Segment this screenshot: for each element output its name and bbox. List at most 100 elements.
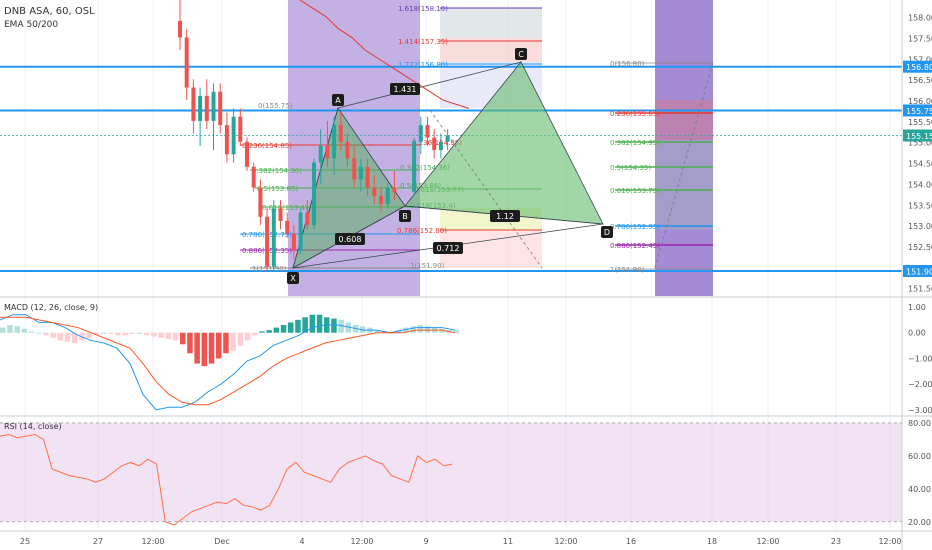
macd-histogram-bar	[223, 332, 229, 354]
macd-histogram-bar	[115, 332, 121, 336]
time-tick-label: 9	[423, 537, 428, 546]
candle-body	[258, 187, 263, 217]
macd-histogram-bar	[439, 328, 445, 333]
time-tick-label: 23	[831, 537, 841, 546]
harmonic-ratio-badge	[490, 210, 520, 222]
candle-body	[325, 145, 330, 159]
candle-body	[198, 95, 203, 121]
price-tick-label: 157.50	[908, 35, 932, 44]
harmonic-ratio-badge	[433, 242, 463, 254]
fib-mid-label: 0(155.75)	[258, 102, 293, 110]
fib-ext-label: 1.414(157.35)	[398, 38, 448, 46]
candle-body	[211, 91, 216, 121]
macd-histogram-bar	[50, 332, 56, 338]
macd-signal-line	[0, 316, 456, 406]
candle-body	[445, 135, 450, 142]
macd-histogram-bar	[230, 332, 236, 351]
price-tick-label: 158.00	[908, 14, 932, 23]
candle-body	[298, 212, 303, 251]
price-tick-label: 155.00	[908, 139, 932, 148]
last-price-label: 155.15	[906, 132, 932, 141]
fib-left-label: 0.5(153.85)	[257, 185, 298, 193]
candle-body	[291, 233, 296, 251]
harmonic-point-label: B	[402, 212, 408, 221]
indicator-title: EMA 50/200	[4, 20, 58, 30]
candle-body	[312, 162, 316, 226]
harmonic-point-badge	[332, 94, 344, 106]
time-tick-label: 12:00	[554, 537, 577, 546]
macd-histogram-bar	[417, 325, 424, 333]
macd-histogram-bar	[453, 330, 460, 333]
macd-tick-label: −3.00	[908, 406, 932, 415]
key-level-price-tag	[903, 264, 932, 277]
candle-body	[271, 208, 276, 267]
fib-ext-label: 1.618(158.10)	[398, 5, 448, 13]
key-level-price-tag	[903, 104, 932, 117]
time-tick-label: 12:00	[756, 537, 779, 546]
fib-right-label: 1(151.90)	[610, 266, 645, 274]
price-tick-label: 154.00	[908, 180, 932, 189]
time-tick-label: 25	[20, 537, 30, 546]
candle-body	[231, 116, 236, 155]
macd-histogram-bar	[424, 326, 431, 333]
macd-histogram-bar	[64, 332, 71, 342]
macd-histogram-bar	[374, 330, 380, 333]
key-level-price-label: 156.80	[906, 63, 932, 72]
rsi-tick-label: 20.00	[908, 518, 931, 527]
price-tick-label: 156.00	[908, 97, 932, 106]
rsi-tick-label: 60.00	[908, 452, 931, 461]
macd-histogram-bar	[21, 328, 28, 333]
macd-histogram-bar	[273, 327, 280, 333]
last-price-tag	[903, 129, 932, 142]
price-tick-label: 153.50	[908, 201, 932, 210]
candle-body	[191, 87, 196, 121]
candle-body	[251, 166, 256, 188]
macd-histogram-bar	[144, 332, 150, 336]
macd-histogram-bar	[288, 322, 294, 333]
candle-body	[412, 141, 417, 192]
macd-histogram-bar	[180, 332, 186, 345]
macd-histogram-bar	[208, 332, 215, 364]
candle-body	[332, 125, 337, 159]
macd-histogram-bar	[165, 332, 172, 340]
macd-histogram-bar	[158, 332, 164, 338]
macd-histogram-bar	[266, 330, 272, 333]
harmonic-point-badge	[601, 226, 613, 238]
candle-body	[392, 187, 397, 192]
macd-histogram-bar	[36, 332, 42, 334]
harmonic-point-label: D	[604, 228, 610, 237]
macd-histogram-bar	[129, 332, 136, 334]
macd-histogram-bar	[100, 332, 107, 334]
time-tick-label: 18	[707, 537, 717, 546]
candle-body	[372, 187, 377, 196]
time-tick-label: Dec	[214, 537, 229, 546]
key-level-price-label: 151.90	[906, 267, 932, 276]
fib-left-label: 0.236(154.85)	[242, 142, 292, 150]
macd-histogram-bar	[28, 331, 35, 333]
fib-ext-label: 0.786(152.80)	[397, 227, 447, 235]
macd-histogram-bar	[151, 332, 157, 337]
candle-body	[358, 166, 363, 180]
fib-right-label: 0.236(155.65)	[610, 110, 660, 118]
harmonic-point-badge	[515, 48, 527, 60]
price-tick-label: 157.00	[908, 55, 932, 64]
harmonic-ratio-badge	[335, 233, 365, 245]
fib-right-label: 0.618(153.75)	[610, 187, 660, 195]
key-level-price-label: 155.75	[906, 107, 932, 116]
fib-right-label: 0.382(154.95)	[610, 139, 660, 147]
macd-histogram-bar	[280, 325, 287, 333]
candle-body	[352, 158, 357, 180]
macd-histogram-bar	[338, 319, 344, 333]
fib-left-label: 0.382(154.30)	[252, 167, 302, 175]
symbol-title: DNB ASA, 60, OSL	[4, 6, 95, 17]
macd-histogram-bar	[72, 332, 78, 343]
candle-body	[245, 141, 249, 167]
ema-50-line	[299, 0, 470, 109]
time-tick-label: 4	[299, 537, 304, 546]
time-tick-label: 12:00	[878, 537, 901, 546]
candle-body	[318, 145, 323, 163]
candle-body	[345, 141, 350, 159]
price-tick-label: 152.50	[908, 243, 932, 252]
macd-histogram-bar	[244, 332, 251, 341]
